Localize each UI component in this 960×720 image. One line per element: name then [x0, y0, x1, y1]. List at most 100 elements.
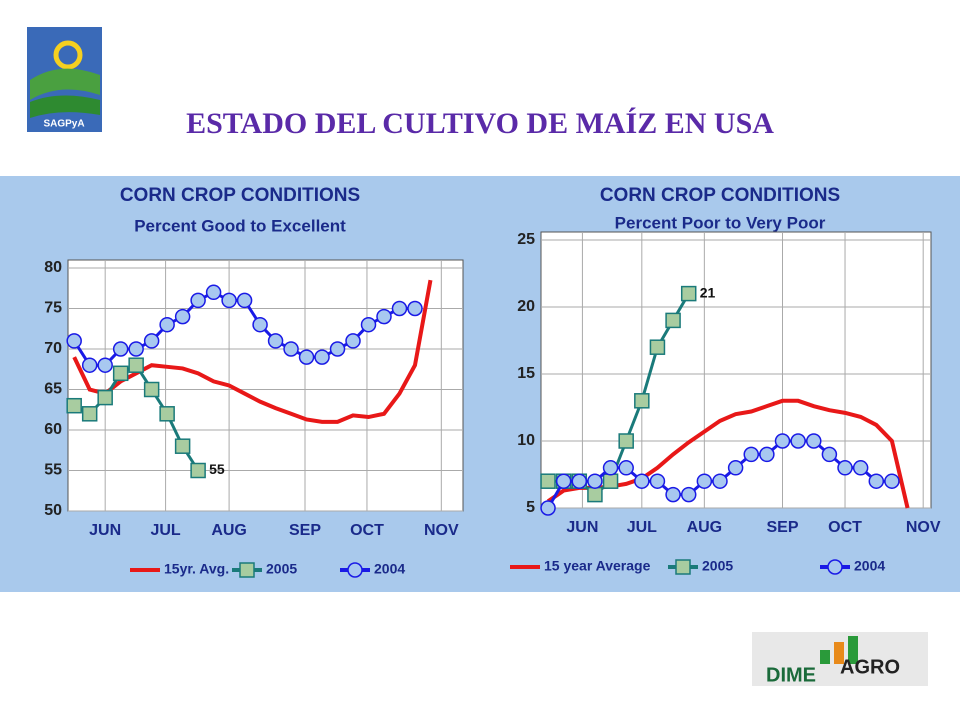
chart-subtitle: Percent Poor to Very Poor	[615, 213, 826, 232]
x-tick-label: JUN	[566, 519, 598, 536]
data-point	[587, 473, 603, 489]
x-tick-label: OCT	[350, 522, 384, 539]
legend-label: 2004	[854, 558, 885, 574]
logo-field	[30, 95, 100, 118]
data-point	[345, 333, 361, 349]
legend-label: 15 year Average	[544, 558, 651, 574]
y-tick-label: 20	[517, 298, 535, 315]
data-point	[806, 433, 822, 449]
data-point	[852, 460, 869, 476]
data-point	[360, 316, 377, 333]
data-point	[712, 473, 728, 489]
data-point	[602, 460, 619, 476]
data-point	[649, 473, 666, 489]
chart-subtitle: Percent Good to Excellent	[134, 216, 346, 235]
data-point	[190, 462, 206, 479]
data-point	[159, 316, 175, 333]
data-point	[587, 486, 603, 503]
data-point	[205, 284, 222, 301]
x-tick-label: OCT	[828, 519, 862, 536]
logo-bar	[834, 642, 844, 664]
data-point	[112, 341, 129, 357]
data-point	[81, 406, 98, 422]
legend-label: 2005	[266, 561, 297, 577]
slide-title: ESTADO DEL CULTIVO DE MAÍZ EN USA	[186, 107, 774, 140]
data-point	[97, 389, 113, 406]
data-point	[252, 316, 268, 333]
x-tick-label: JUN	[89, 522, 121, 539]
legend-label: 2005	[702, 558, 733, 574]
legend-label: 15yr. Avg.	[164, 561, 229, 577]
data-point	[759, 446, 775, 463]
x-tick-label: AUG	[211, 522, 247, 539]
chart-title: CORN CROP CONDITIONS	[600, 185, 840, 206]
data-point	[174, 438, 191, 454]
y-tick-label: 80	[44, 259, 62, 276]
x-tick-label: JUL	[627, 519, 657, 536]
data-point	[680, 285, 697, 302]
y-tick-label: 60	[44, 421, 62, 438]
data-point	[143, 381, 160, 398]
data-point	[540, 500, 556, 516]
data-point	[314, 349, 330, 365]
data-point	[571, 473, 588, 489]
data-point	[236, 292, 253, 309]
data-point	[884, 473, 900, 489]
data-point	[618, 433, 634, 449]
data-point	[267, 333, 284, 349]
data-point	[391, 300, 408, 317]
y-tick-label: 65	[44, 381, 62, 398]
y-tick-label: 70	[44, 340, 62, 357]
y-tick-label: 10	[517, 432, 535, 449]
data-point	[298, 349, 315, 365]
y-tick-label: 50	[44, 502, 62, 519]
y-tick-label: 5	[526, 499, 535, 516]
data-point	[159, 406, 175, 422]
data-point	[376, 308, 392, 325]
data-point	[665, 486, 681, 503]
data-point	[128, 341, 144, 357]
chart-title: CORN CROP CONDITIONS	[120, 185, 360, 206]
logo-text: SAGPyA	[43, 119, 84, 130]
logo-bar	[820, 650, 830, 664]
logo-text: DIME	[766, 664, 816, 686]
series-line	[72, 279, 433, 424]
dimeagro-logo: DIME AGRO	[752, 632, 928, 686]
data-point	[540, 473, 556, 489]
data-point	[602, 473, 619, 489]
logo-sun	[53, 40, 83, 70]
y-tick-label: 55	[44, 462, 62, 479]
data-point	[680, 486, 697, 503]
data-point	[743, 446, 759, 463]
legend-marker	[347, 562, 363, 578]
data-point	[696, 473, 713, 489]
data-point	[868, 473, 885, 489]
data-point	[329, 341, 346, 357]
annotation: 21	[700, 284, 716, 300]
data-point	[97, 357, 113, 373]
data-point	[774, 433, 791, 449]
x-tick-label: NOV	[906, 519, 941, 536]
data-point	[112, 365, 129, 382]
data-point	[665, 312, 681, 329]
data-point	[81, 357, 98, 373]
data-point	[821, 446, 838, 463]
data-point	[618, 460, 634, 476]
data-point	[837, 460, 853, 476]
sagpya-logo: SAGPyA	[27, 27, 102, 132]
data-point	[190, 292, 206, 309]
y-tick-label: 15	[517, 365, 535, 382]
x-tick-label: SEP	[289, 522, 321, 539]
logo-bar	[848, 636, 858, 664]
data-point	[407, 300, 423, 317]
y-tick-label: 25	[517, 231, 535, 248]
data-point	[66, 333, 82, 349]
x-tick-label: JUL	[150, 522, 180, 539]
data-point	[727, 460, 744, 476]
annotation: 55	[209, 461, 225, 477]
legend-marker	[675, 559, 691, 575]
y-tick-label: 75	[44, 300, 62, 317]
data-point	[143, 333, 160, 349]
data-point	[174, 308, 191, 325]
